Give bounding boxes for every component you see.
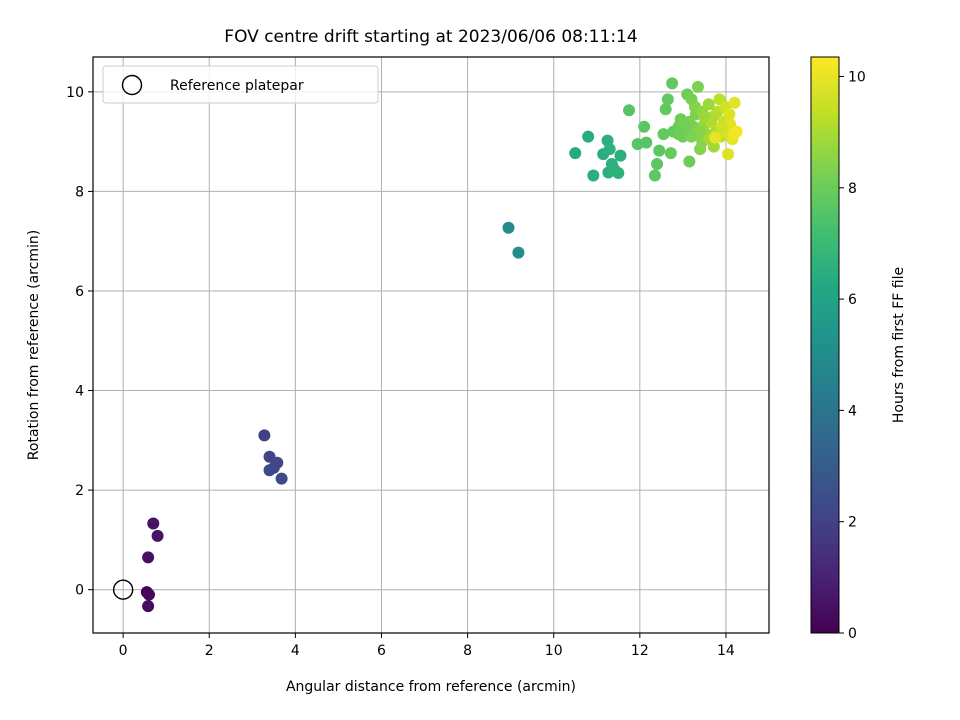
y-axis-ticks: 0 2 4 6 8 10 [66, 85, 93, 599]
x-tick-label: 14 [717, 643, 735, 659]
scatter-point [271, 456, 284, 469]
scatter-point [640, 136, 653, 149]
scatter-point [661, 93, 674, 106]
x-tick-label: 6 [377, 643, 386, 659]
scatter-point [685, 130, 698, 143]
y-tick-label: 8 [75, 184, 84, 200]
scatter-point [603, 143, 616, 156]
x-tick-label: 0 [119, 643, 128, 659]
legend-entry-label: Reference platepar [170, 78, 304, 94]
colorbar-tick-label: 10 [848, 69, 866, 85]
scatter-point [142, 600, 155, 613]
data-points [112, 77, 743, 613]
scatter-point [728, 96, 741, 109]
y-tick-label: 2 [75, 483, 84, 499]
scatter-point [702, 98, 715, 111]
legend-box [102, 65, 379, 104]
scatter-point [676, 118, 689, 131]
scatter-point [275, 472, 288, 485]
chart-title: FOV centre drift starting at 2023/06/06 … [224, 27, 637, 47]
colorbar-tick-label: 6 [848, 292, 857, 308]
scatter-point [612, 166, 625, 179]
scatter-point [651, 158, 664, 171]
scatter-point [666, 77, 679, 90]
scatter-point [691, 80, 704, 93]
scatter-point [263, 464, 276, 477]
x-axis-ticks: 0 2 4 6 8 10 12 14 [119, 633, 735, 659]
scatter-point [698, 110, 711, 123]
scatter-point [653, 144, 666, 157]
scatter-point [730, 125, 743, 138]
scatter-point [623, 104, 636, 117]
scatter-point [614, 149, 627, 162]
scatter-point [587, 169, 600, 182]
scatter-point [659, 103, 672, 116]
x-tick-label: 12 [631, 643, 649, 659]
colorbar-tick-label: 8 [848, 181, 857, 197]
scatter-point [707, 140, 720, 153]
x-tick-label: 10 [545, 643, 563, 659]
colorbar-ticks: 0 2 4 6 8 10 [839, 69, 866, 642]
scatter-point [715, 120, 728, 133]
scatter-point [722, 148, 735, 161]
x-tick-label: 2 [205, 643, 214, 659]
scatter-point [502, 221, 515, 234]
scatter-point [147, 517, 160, 530]
x-tick-label: 8 [463, 643, 472, 659]
y-axis-label: Rotation from reference (arcmin) [26, 230, 42, 460]
scatter-point [709, 131, 722, 144]
scatter-point [638, 120, 651, 133]
colorbar-label: Hours from first FF file [891, 267, 907, 423]
scatter-point [142, 551, 155, 564]
grid-lines [93, 57, 769, 633]
reference-platepar-marker [112, 579, 134, 600]
y-tick-label: 0 [75, 583, 84, 599]
plot-area-frame [92, 56, 770, 634]
scatter-point [664, 147, 677, 160]
x-axis-label: Angular distance from reference (arcmin) [286, 679, 576, 695]
scatter-point [512, 246, 525, 259]
y-tick-label: 4 [75, 384, 84, 400]
scatter-point [648, 169, 661, 182]
colorbar-tick-label: 2 [848, 515, 857, 531]
colorbar-tick-label: 4 [848, 403, 857, 419]
colorbar-tick-label: 0 [848, 626, 857, 642]
scatter-point [582, 130, 595, 143]
scatter-point [683, 155, 696, 168]
x-tick-label: 4 [291, 643, 300, 659]
scatter-point [142, 588, 155, 601]
scatter-point [672, 128, 685, 141]
scatter-point [723, 108, 736, 121]
y-tick-label: 6 [75, 284, 84, 300]
legend: Reference platepar [102, 65, 379, 104]
legend-hollow-circle-marker [121, 74, 143, 96]
scatter-point [258, 429, 271, 442]
y-tick-label: 10 [66, 85, 84, 101]
colorbar [810, 56, 840, 634]
scatter-point [657, 128, 670, 141]
scatter-point [605, 158, 618, 171]
scatter-point [569, 147, 582, 160]
scatter-point [151, 529, 164, 542]
